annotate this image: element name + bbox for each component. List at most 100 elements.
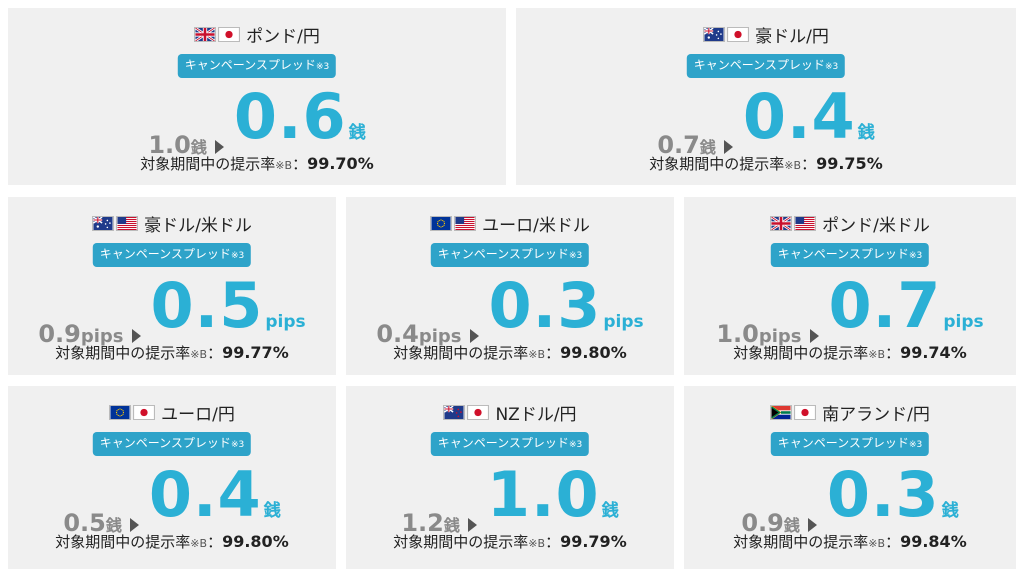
old-spread: 0.7銭 (657, 131, 716, 162)
offer-rate: 対象期間中の提示率※B：99.77% (8, 342, 336, 363)
old-spread-value: 0.5 (63, 509, 106, 537)
flag-jp-icon (218, 27, 241, 42)
old-spread-unit: pips (418, 326, 462, 347)
campaign-spread-label: キャンペーンスプレッド (777, 436, 909, 450)
campaign-spread-label: キャンペーンスプレッド (99, 247, 231, 261)
new-spread-value: 0.6 (233, 80, 347, 153)
campaign-note: ※3 (230, 251, 245, 261)
old-spread: 0.5銭 (63, 509, 122, 540)
flag-au-icon (92, 216, 115, 231)
currency-pair: ポンド/円 (8, 22, 506, 47)
currency-pair: 豪ドル/円 (516, 22, 1016, 47)
offer-rate-label: 対象期間中の提示率 (733, 344, 869, 362)
offer-rate-note: ※B (868, 537, 886, 550)
offer-rate-label: 対象期間中の提示率 (649, 155, 785, 173)
old-spread-unit: 銭 (443, 516, 460, 535)
campaign-spread-label: キャンペーンスプレッド (437, 436, 569, 450)
new-spread: 0.3 pips (489, 275, 644, 351)
new-spread: 1.0 銭 (487, 464, 619, 540)
flag-group (109, 405, 156, 420)
offer-rate-label: 対象期間中の提示率 (55, 344, 191, 362)
new-spread: 0.5 pips (151, 275, 306, 351)
new-spread: 0.4 銭 (743, 86, 875, 162)
flag-au-icon (703, 27, 726, 42)
offer-rate: 対象期間中の提示率※B：99.79% (346, 531, 674, 552)
flag-group (770, 216, 817, 231)
campaign-spread-badge: キャンペーンスプレッド※3 (177, 54, 337, 78)
new-spread-unit: 銭 (348, 123, 366, 143)
flag-jp-icon (727, 27, 750, 42)
offer-rate-value: 99.77% (222, 343, 289, 362)
flag-group (194, 27, 241, 42)
campaign-spread-label: キャンペーンスプレッド (437, 247, 569, 261)
spread-card: 南アランド/円 キャンペーンスプレッド※3 0.9銭 0.3 銭 対象期間中の提示… (684, 386, 1016, 569)
offer-rate-label: 対象期間中の提示率 (55, 533, 191, 551)
campaign-note: ※3 (230, 440, 245, 450)
offer-rate-value: 99.70% (307, 154, 374, 173)
flag-group (92, 216, 139, 231)
campaign-spread-badge: キャンペーンスプレッド※3 (686, 54, 846, 78)
offer-rate: 対象期間中の提示率※B：99.70% (8, 153, 506, 174)
old-spread-value: 0.9 (741, 509, 784, 537)
spread-values: 0.9銭 0.3 銭 (684, 464, 1016, 540)
currency-pair: 豪ドル/米ドル (8, 211, 336, 236)
offer-rate-separator: ： (801, 155, 817, 173)
campaign-spread-label: キャンペーンスプレッド (693, 58, 825, 72)
spread-card: NZドル/円 キャンペーンスプレッド※3 1.2銭 1.0 銭 対象期間中の提示率… (346, 386, 674, 569)
campaign-note: ※3 (568, 440, 583, 450)
flag-us-icon (794, 216, 817, 231)
new-spread-unit: 銭 (941, 501, 959, 521)
offer-rate-value: 99.75% (816, 154, 883, 173)
arrow-right-icon (214, 140, 224, 154)
new-spread: 0.7 pips (829, 275, 984, 351)
offer-rate-note: ※B (528, 348, 546, 361)
offer-rate: 対象期間中の提示率※B：99.84% (684, 531, 1016, 552)
old-spread-unit: 銭 (190, 138, 207, 157)
spread-values: 0.7銭 0.4 銭 (516, 86, 1016, 162)
spread-values: 0.9pips 0.5 pips (8, 275, 336, 351)
offer-rate-value: 99.84% (900, 532, 967, 551)
new-spread-unit: pips (943, 312, 984, 332)
new-spread-unit: 銭 (263, 501, 281, 521)
old-spread: 1.0pips (716, 320, 801, 351)
offer-rate: 対象期間中の提示率※B：99.74% (684, 342, 1016, 363)
flag-nz-icon (443, 405, 466, 420)
offer-rate-label: 対象期間中の提示率 (393, 533, 529, 551)
flag-group (430, 216, 477, 231)
old-spread-value: 1.2 (401, 509, 444, 537)
arrow-right-icon (129, 518, 139, 532)
old-spread-unit: 銭 (699, 138, 716, 157)
old-spread-unit: 銭 (105, 516, 122, 535)
offer-rate-label: 対象期間中の提示率 (393, 344, 529, 362)
old-spread: 0.4pips (376, 320, 461, 351)
arrow-right-icon (723, 140, 733, 154)
old-spread-value: 1.0 (716, 320, 759, 348)
currency-pair: ユーロ/米ドル (346, 211, 674, 236)
offer-rate-separator: ： (545, 533, 561, 551)
offer-rate-value: 99.80% (560, 343, 627, 362)
flag-uk-icon (194, 27, 217, 42)
offer-rate: 対象期間中の提示率※B：99.80% (346, 342, 674, 363)
campaign-note: ※3 (908, 440, 923, 450)
arrow-right-icon (469, 329, 479, 343)
flag-jp-icon (133, 405, 156, 420)
campaign-note: ※3 (824, 62, 839, 72)
offer-rate-label: 対象期間中の提示率 (733, 533, 869, 551)
arrow-right-icon (131, 329, 141, 343)
old-spread: 0.9銭 (741, 509, 800, 540)
new-spread-value: 0.3 (826, 458, 940, 531)
new-spread-unit: 銭 (601, 501, 619, 521)
currency-pair-label: 豪ドル/円 (755, 27, 829, 47)
flag-us-icon (116, 216, 139, 231)
new-spread: 0.3 銭 (827, 464, 959, 540)
currency-pair-label: ユーロ/円 (161, 405, 235, 425)
old-spread-unit: 銭 (783, 516, 800, 535)
offer-rate-value: 99.79% (560, 532, 627, 551)
flag-eu-icon (430, 216, 453, 231)
offer-rate-note: ※B (784, 159, 802, 172)
flag-jp-icon (467, 405, 490, 420)
new-spread: 0.6 銭 (234, 86, 366, 162)
offer-rate-label: 対象期間中の提示率 (140, 155, 276, 173)
spread-card: ユーロ/米ドル キャンペーンスプレッド※3 0.4pips 0.3 pips 対象… (346, 197, 674, 375)
flag-eu-icon (109, 405, 132, 420)
